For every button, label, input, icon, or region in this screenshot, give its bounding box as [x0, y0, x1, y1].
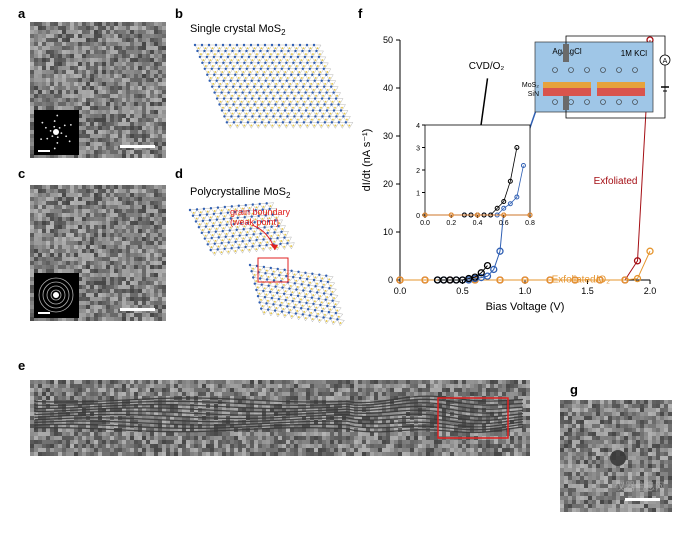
label-b: b [175, 6, 183, 21]
label-e: e [18, 358, 25, 373]
panel-e-cross [30, 380, 530, 466]
label-g: g [570, 382, 578, 397]
panel-d-lattice: grain boundary (weak point) [189, 200, 351, 326]
panel-f-chart: 0.00.51.01.52.001020304050Bias Voltage (… [361, 35, 670, 313]
d-caption: Polycrystalline MoS2 [190, 186, 291, 200]
label-a: a [18, 6, 26, 21]
b-caption: Single crystal MoS2 [190, 23, 286, 37]
label-f: f [358, 6, 363, 21]
panel-c-tem [30, 185, 166, 321]
panel-a-tem [30, 22, 166, 158]
label-d: d [175, 166, 183, 181]
figure: a b c d e f g Single crystal MoS2 Polycr… [0, 0, 685, 534]
panel-b-lattice [194, 44, 353, 129]
d-anno1: grain boundary [230, 207, 291, 217]
watermark: 仪器信息网 [615, 480, 665, 493]
label-c: c [18, 166, 25, 181]
d-anno2: (weak point) [230, 217, 279, 227]
panel-g-tem [560, 400, 672, 512]
